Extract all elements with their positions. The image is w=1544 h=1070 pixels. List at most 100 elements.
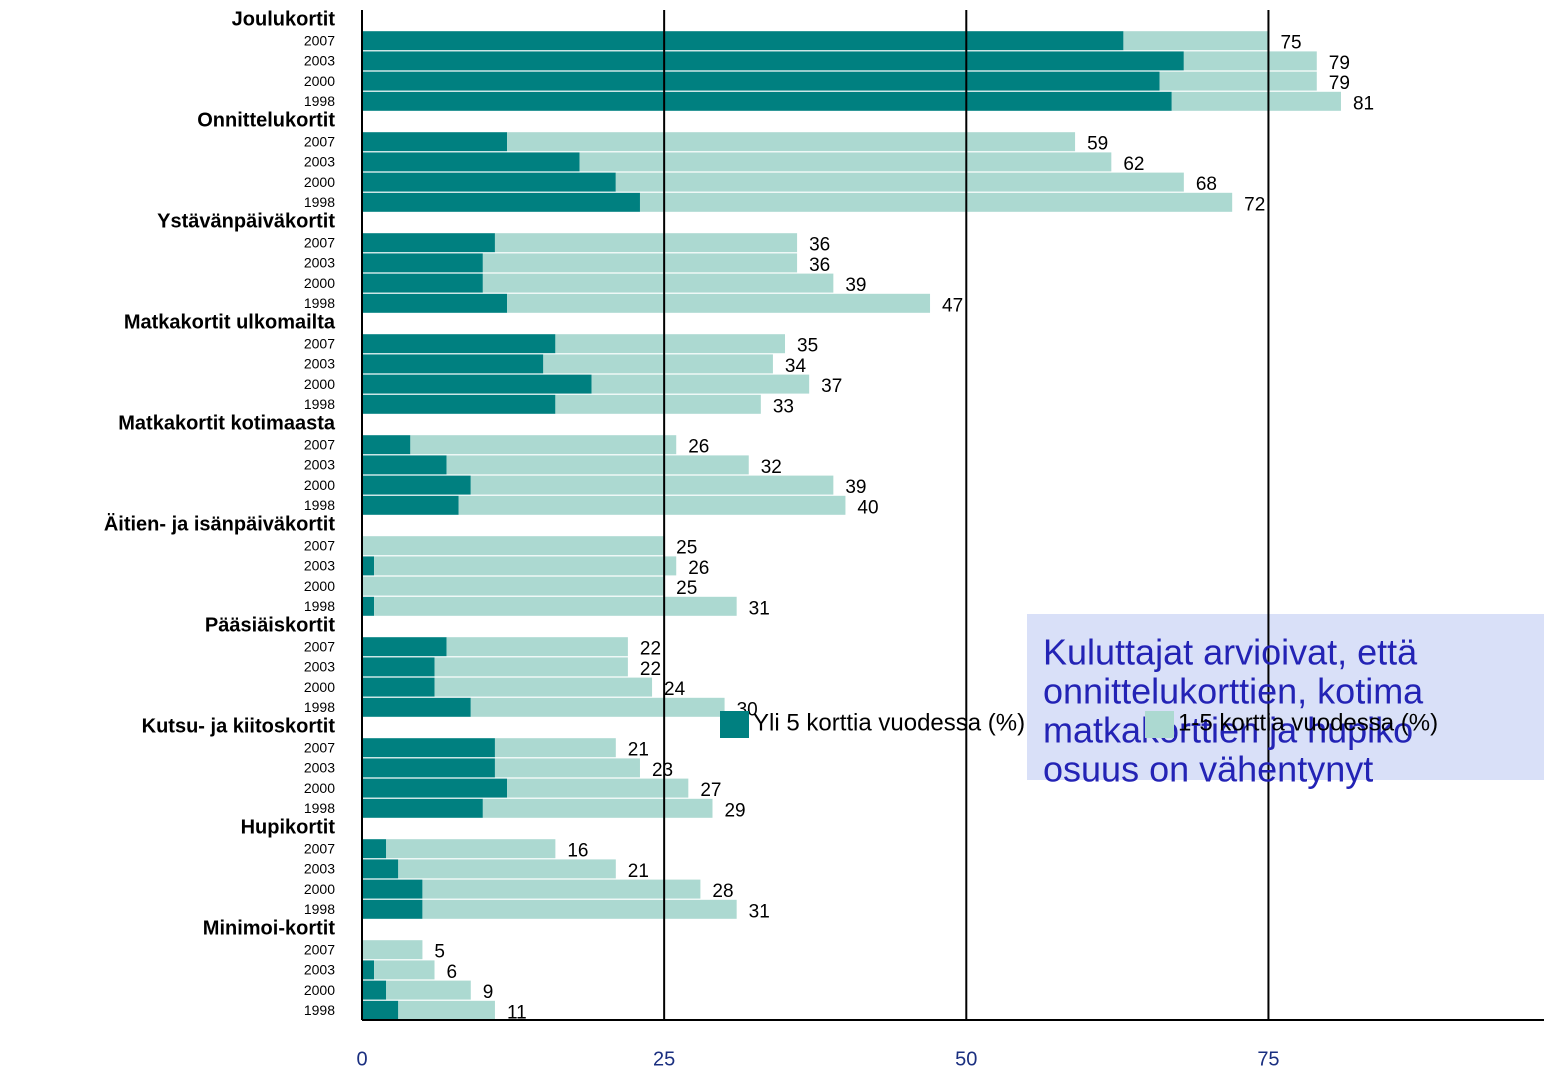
year-label: 2007	[304, 638, 335, 654]
bar-segment	[362, 354, 544, 374]
year-label: 2000	[304, 275, 335, 291]
total-label: 31	[749, 901, 770, 922]
bar-segment	[507, 132, 1076, 152]
total-label: 36	[809, 235, 830, 256]
year-label: 2000	[304, 679, 335, 695]
bar-segment	[482, 798, 713, 818]
bar-segment	[362, 798, 483, 818]
year-label: 2003	[304, 962, 335, 978]
bar-segment	[362, 91, 1172, 111]
group-label: Kutsu- ja kiitoskortit	[142, 715, 336, 737]
bar-segment	[374, 556, 677, 576]
bar-segment	[1183, 51, 1317, 71]
bar-segment	[507, 293, 931, 313]
bar-segment	[362, 657, 435, 677]
bar-segment	[362, 192, 640, 212]
bar-segment	[362, 394, 556, 414]
bar-segment	[398, 859, 616, 879]
total-label: 68	[1196, 174, 1217, 195]
bar-segment	[1171, 91, 1341, 111]
bar-segment	[639, 192, 1233, 212]
bar-segment	[362, 637, 447, 657]
x-tick-label: 50	[955, 1048, 977, 1070]
bar-segment	[362, 980, 387, 1000]
total-label: 22	[640, 639, 661, 660]
total-label: 72	[1244, 194, 1265, 215]
total-label: 26	[688, 558, 709, 579]
bar-segment	[362, 839, 387, 859]
legend-label: 1-5 korttia vuodessa (%)	[1178, 709, 1438, 736]
bar-segment	[362, 697, 471, 717]
legend-swatch	[720, 711, 749, 738]
bar-segment	[362, 293, 508, 313]
bar-segment	[362, 556, 375, 576]
x-tick-label: 75	[1257, 1048, 1279, 1070]
total-label: 26	[688, 437, 709, 458]
year-label: 2000	[304, 578, 335, 594]
bar-segment	[398, 1000, 495, 1020]
bar-segment	[470, 697, 725, 717]
year-label: 1998	[304, 1002, 335, 1018]
bar-segment	[362, 879, 423, 899]
bar-segment	[362, 960, 375, 980]
year-label: 2000	[304, 780, 335, 796]
bar-segment	[591, 374, 810, 394]
bar-segment	[579, 152, 1112, 172]
x-tick-label: 25	[653, 1048, 675, 1070]
bar-segment	[482, 273, 834, 293]
year-label: 2003	[304, 760, 335, 776]
year-label: 2003	[304, 356, 335, 372]
bar-segment	[615, 172, 1184, 192]
total-label: 39	[845, 275, 866, 296]
legend-label: Yli 5 korttia vuodessa (%)	[753, 709, 1025, 736]
total-label: 39	[845, 477, 866, 498]
total-label: 23	[652, 760, 673, 781]
total-label: 11	[507, 1002, 527, 1023]
annotation-text: Kuluttajat arvioivat, että	[1043, 632, 1418, 673]
bar-segment	[362, 172, 616, 192]
total-label: 59	[1087, 134, 1108, 155]
bar-segment	[362, 374, 592, 394]
bar-segment	[362, 677, 435, 697]
bar-segment	[494, 738, 616, 758]
year-label: 1998	[304, 396, 335, 412]
total-label: 79	[1329, 53, 1350, 74]
year-label: 2007	[304, 840, 335, 856]
bar-segment	[362, 233, 495, 253]
bar-segment	[362, 899, 423, 919]
total-label: 16	[567, 841, 588, 862]
bar-segment	[386, 980, 471, 1000]
bar-segment	[482, 253, 798, 273]
total-label: 36	[809, 255, 830, 276]
year-label: 2000	[304, 982, 335, 998]
total-label: 25	[676, 578, 697, 599]
year-label: 2003	[304, 457, 335, 473]
year-label: 2007	[304, 537, 335, 553]
total-label: 33	[773, 396, 794, 417]
year-label: 1998	[304, 598, 335, 614]
bar-segment	[374, 596, 737, 616]
bar-segment	[1123, 31, 1269, 51]
total-label: 31	[749, 598, 770, 619]
total-label: 62	[1123, 154, 1144, 175]
bar-segment	[362, 132, 508, 152]
total-label: 28	[712, 881, 733, 902]
total-label: 75	[1280, 33, 1301, 54]
bar-segment	[362, 71, 1160, 91]
bar-segment	[362, 495, 459, 515]
bar-segment	[470, 475, 834, 495]
year-label: 2000	[304, 73, 335, 89]
bar-segment	[362, 31, 1124, 51]
group-label: Ystävänpäiväkortit	[157, 210, 335, 232]
year-label: 1998	[304, 497, 335, 513]
bar-segment	[434, 657, 628, 677]
group-label: Äitien- ja isänpäiväkortit	[104, 512, 336, 535]
year-label: 2003	[304, 861, 335, 877]
bar-segment	[362, 334, 556, 354]
total-label: 24	[664, 679, 686, 700]
year-label: 1998	[304, 901, 335, 917]
bar-segment	[1159, 71, 1317, 91]
group-label: Matkakortit ulkomailta	[124, 311, 336, 333]
